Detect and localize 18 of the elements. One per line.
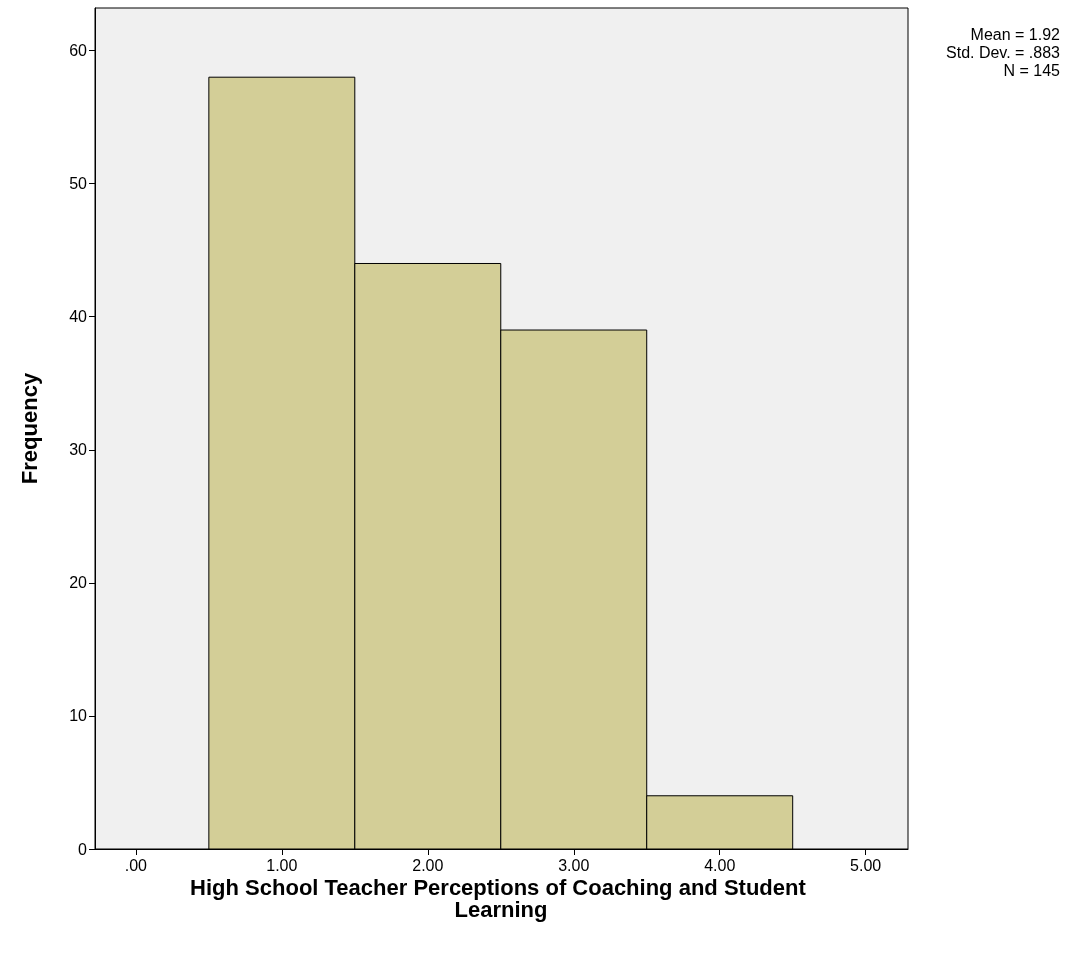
y-tick-label: 40 [69,308,88,326]
y-tick-label: 0 [78,840,88,858]
x-tick-label: 2.00 [412,856,444,874]
y-axis-title: Frequency [16,372,42,485]
text: Std. Dev. = .883 [946,43,1061,61]
x-tick-label: .00 [124,856,148,874]
x-tick-label: 1.00 [266,856,298,874]
y-tick-label: 10 [69,707,88,725]
y-tick-label: 60 [69,42,88,60]
text: N = 145 [1003,61,1061,79]
text: Mean = 1.92 [970,25,1061,43]
y-tick-label: 20 [69,574,88,592]
x-tick-label: 4.00 [704,856,736,874]
x-tick-label: 5.00 [850,856,882,874]
y-tick-label: 30 [69,441,88,459]
x-tick-label: 3.00 [558,856,590,874]
y-tick-label: 50 [69,175,88,193]
x-axis-title: High School Teacher Perceptions of Coaching and Student Learning [190,874,812,922]
